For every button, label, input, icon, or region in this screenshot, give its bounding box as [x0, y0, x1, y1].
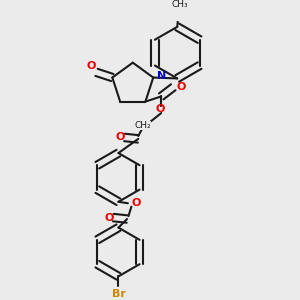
Text: O: O: [115, 132, 124, 142]
Text: O: O: [176, 82, 185, 92]
Text: CH₂: CH₂: [134, 121, 151, 130]
Text: N: N: [157, 71, 166, 81]
Text: O: O: [131, 198, 141, 208]
Text: O: O: [104, 213, 113, 223]
Text: O: O: [87, 61, 96, 71]
Text: CH₃: CH₃: [171, 0, 188, 9]
Text: O: O: [155, 104, 164, 114]
Text: Br: Br: [112, 289, 125, 299]
